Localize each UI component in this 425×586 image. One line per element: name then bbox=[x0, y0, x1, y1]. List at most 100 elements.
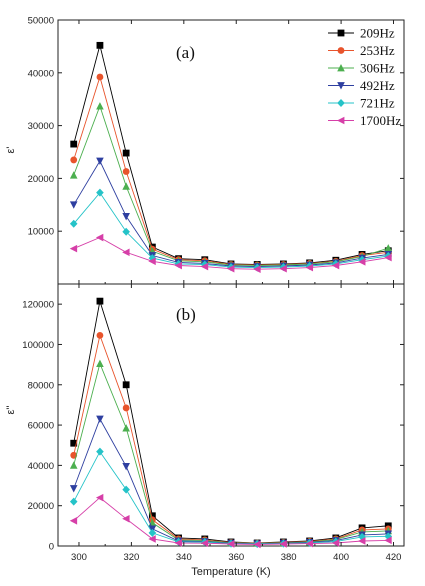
panel-a-data-point bbox=[384, 244, 393, 252]
panel-b-data-point bbox=[69, 497, 78, 506]
legend-item: 209Hz bbox=[328, 26, 395, 41]
panel-b-x-tick-label: 420 bbox=[386, 552, 402, 563]
legend-label: 306Hz bbox=[360, 61, 395, 76]
panel-a-y-axis-title: ε' bbox=[5, 146, 17, 153]
panel-a-data-point bbox=[148, 254, 157, 263]
panel-b-series-306Hz bbox=[69, 359, 393, 547]
panel-b-data-point bbox=[148, 528, 157, 537]
legend-marker bbox=[337, 99, 345, 107]
panel-b-x-tick-label: 300 bbox=[71, 552, 87, 563]
legend-marker bbox=[337, 82, 345, 90]
panel-b-y-tick-label: 100000 bbox=[22, 340, 54, 351]
panel-b-data-point bbox=[122, 424, 130, 432]
legend-marker bbox=[337, 47, 345, 54]
panel-b-data-point bbox=[96, 447, 104, 456]
panel-b-y-tick-label: 60000 bbox=[28, 421, 54, 432]
panel-a-series-492Hz bbox=[69, 157, 393, 271]
panel-b-series-253Hz bbox=[70, 331, 392, 547]
panel-b-data-point bbox=[279, 540, 287, 548]
panel-b-data-point bbox=[253, 540, 261, 549]
panel-b-series-209Hz bbox=[70, 297, 392, 547]
panel-a-data-point bbox=[122, 182, 130, 190]
panel-a-data-point bbox=[279, 264, 287, 273]
panel-b-data-point bbox=[122, 514, 130, 523]
legend-label: 492Hz bbox=[360, 78, 395, 93]
panel-a-y-tick-label: 20000 bbox=[28, 174, 54, 185]
panel-a-frame bbox=[57, 19, 405, 285]
panel-a-data-point bbox=[148, 257, 156, 266]
panel-b-frame bbox=[57, 283, 405, 547]
panel-b-x-tick-label: 380 bbox=[281, 552, 297, 563]
legend-marker bbox=[337, 29, 345, 37]
panel-b-data-point bbox=[122, 381, 130, 389]
legend-marker bbox=[337, 64, 345, 72]
panel-b-y-tick-label: 40000 bbox=[28, 461, 54, 472]
legend-item: 1700Hz bbox=[328, 113, 401, 128]
legend-label: 1700Hz bbox=[360, 113, 401, 128]
panel-b-data-point bbox=[69, 517, 78, 525]
panel-a-data-point bbox=[174, 261, 182, 270]
panel-a-data-point bbox=[384, 253, 392, 262]
panel-a-series-line bbox=[73, 160, 389, 268]
panel-a-data-point bbox=[96, 73, 104, 81]
panel-a-data-point bbox=[122, 248, 130, 257]
panel-b-series-line bbox=[73, 362, 389, 544]
panel-a-data-point bbox=[122, 149, 130, 157]
panel-a-data-point bbox=[95, 233, 104, 242]
panel-b-x-tick-label: 400 bbox=[333, 552, 349, 563]
panel-b-data-point bbox=[69, 461, 78, 469]
panel-a-y-tick-label: 10000 bbox=[28, 227, 54, 238]
panel-a-data-point bbox=[331, 261, 340, 270]
panel-b-data-point bbox=[227, 540, 235, 548]
panel-a-data-point bbox=[96, 41, 104, 49]
panel-a-data-point bbox=[69, 219, 78, 228]
panel-b-data-point bbox=[331, 539, 340, 547]
panel-b-data-point bbox=[200, 539, 209, 547]
panel-a-data-point bbox=[227, 264, 235, 273]
panel-a-data-point bbox=[253, 265, 261, 274]
legend-item: 492Hz bbox=[328, 78, 395, 93]
panel-b-series-line bbox=[73, 300, 389, 544]
panel-b-x-tick-label: 320 bbox=[123, 552, 139, 563]
panel-a-data-point bbox=[70, 140, 78, 148]
legend-label: 721Hz bbox=[360, 96, 395, 111]
panel-b-series-492Hz bbox=[69, 415, 393, 548]
panel-b-data-point bbox=[148, 535, 156, 543]
panel-b-x-tick-label: 340 bbox=[176, 552, 192, 563]
legend-item: 306Hz bbox=[328, 61, 395, 76]
panel-b-y-tick-label: 20000 bbox=[28, 501, 54, 512]
panel-a-data-point bbox=[69, 201, 78, 209]
panel-a-data-point bbox=[122, 213, 130, 221]
panel-b-data-point bbox=[95, 493, 104, 502]
legend-marker bbox=[337, 116, 345, 125]
panel-a-series-line bbox=[73, 45, 389, 265]
legend-label: 253Hz bbox=[360, 43, 395, 58]
panel-a-data-point bbox=[69, 244, 78, 253]
panel-b-data-point bbox=[96, 297, 104, 305]
panel-b-y-tick-label: 120000 bbox=[22, 300, 54, 311]
panel-b-data-point bbox=[69, 485, 78, 493]
panel-b-data-point bbox=[96, 359, 104, 368]
panel-a-y-tick-label: 40000 bbox=[28, 68, 54, 79]
panel-a-series-306Hz bbox=[69, 102, 393, 269]
legend-item: 253Hz bbox=[328, 43, 395, 58]
panel-b-data-point bbox=[96, 415, 104, 424]
panel-a-data-point bbox=[70, 156, 78, 164]
panel-b-data-point bbox=[384, 536, 392, 545]
panel-a-data-point bbox=[96, 102, 104, 110]
panel-b-data-point bbox=[70, 439, 78, 447]
panel-b-data-point bbox=[122, 485, 130, 494]
panel-a-series-line bbox=[73, 191, 389, 269]
legend-label: 209Hz bbox=[360, 26, 395, 41]
panel-a-data-point bbox=[358, 258, 366, 266]
panel-b-series-1700Hz bbox=[69, 493, 392, 549]
panel-b: 300 320 340 360 380 400 420 0 20000 40000 60000 800… bbox=[5, 283, 405, 578]
panel-b-data-point bbox=[174, 539, 182, 547]
panel-b-y-tick-label: 0 bbox=[49, 542, 54, 553]
panel-b-y-tick-label: 80000 bbox=[28, 380, 54, 391]
panel-a-y-tick-label: 50000 bbox=[28, 16, 54, 27]
panel-a-data-point bbox=[69, 171, 78, 179]
panel-b-data-point bbox=[122, 462, 130, 471]
panel-b-x-axis-title: Temperature (K) bbox=[191, 566, 270, 578]
panel-b-data-point bbox=[96, 331, 104, 339]
